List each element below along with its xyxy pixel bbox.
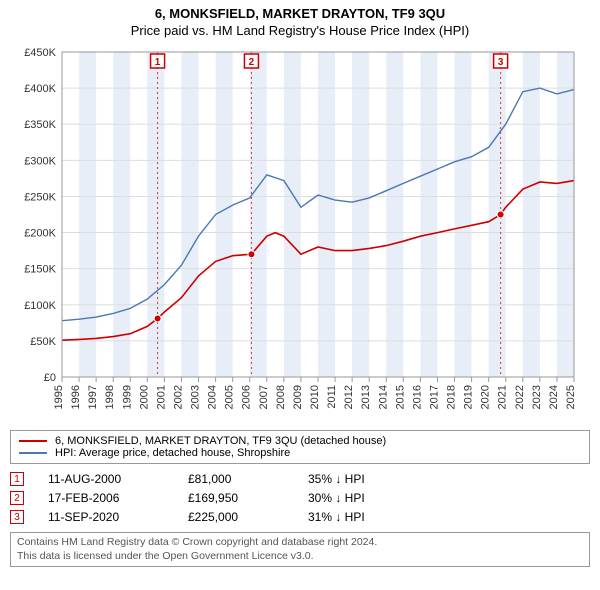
legend-swatch <box>19 452 47 454</box>
svg-text:2021: 2021 <box>497 385 509 409</box>
page-subtitle: Price paid vs. HM Land Registry's House … <box>10 23 590 38</box>
svg-text:£250K: £250K <box>24 191 56 203</box>
svg-text:2019: 2019 <box>463 385 475 409</box>
svg-text:2024: 2024 <box>548 385 560 409</box>
svg-text:2001: 2001 <box>155 385 167 409</box>
svg-text:£300K: £300K <box>24 155 56 167</box>
svg-text:2011: 2011 <box>326 385 338 409</box>
svg-text:2009: 2009 <box>292 385 304 409</box>
svg-text:1997: 1997 <box>87 385 99 409</box>
transaction-diff: 30% ↓ HPI <box>308 491 365 505</box>
svg-text:2013: 2013 <box>360 385 372 409</box>
svg-text:1996: 1996 <box>70 385 82 409</box>
transaction-row: 3 11-SEP-2020£225,00031% ↓ HPI <box>10 510 590 524</box>
svg-text:2010: 2010 <box>309 385 321 409</box>
legend-label: HPI: Average price, detached house, Shro… <box>55 447 290 459</box>
svg-text:2007: 2007 <box>258 385 270 409</box>
svg-text:2018: 2018 <box>446 385 458 409</box>
transaction-marker: 1 <box>10 472 24 486</box>
svg-text:1998: 1998 <box>104 385 116 409</box>
footer-line-2: This data is licensed under the Open Gov… <box>17 550 583 564</box>
svg-text:2006: 2006 <box>241 385 253 409</box>
svg-text:1995: 1995 <box>53 385 65 409</box>
transaction-diff: 31% ↓ HPI <box>308 510 365 524</box>
svg-text:2004: 2004 <box>207 385 219 409</box>
transaction-date: 17-FEB-2006 <box>48 491 188 505</box>
svg-text:2002: 2002 <box>172 385 184 409</box>
svg-text:£200K: £200K <box>24 228 56 240</box>
transaction-date: 11-AUG-2000 <box>48 472 188 486</box>
svg-text:2008: 2008 <box>275 385 287 409</box>
attribution-footer: Contains HM Land Registry data © Crown c… <box>10 532 590 567</box>
svg-text:1: 1 <box>155 57 161 68</box>
legend-item: HPI: Average price, detached house, Shro… <box>19 447 581 459</box>
svg-text:1999: 1999 <box>121 385 133 409</box>
transaction-diff: 35% ↓ HPI <box>308 472 365 486</box>
transaction-price: £81,000 <box>188 472 308 486</box>
transaction-list: 1 11-AUG-2000£81,00035% ↓ HPI 2 17-FEB-2006… <box>10 472 590 524</box>
svg-text:3: 3 <box>498 57 504 68</box>
price-chart: £0 £50K £100K £150K £200K £250K £300K £350K £400… <box>10 44 590 424</box>
transaction-date: 11-SEP-2020 <box>48 510 188 524</box>
svg-text:2000: 2000 <box>138 385 150 409</box>
svg-text:£0: £0 <box>44 372 56 384</box>
svg-text:2003: 2003 <box>190 385 202 409</box>
svg-text:2020: 2020 <box>480 385 492 409</box>
svg-text:2012: 2012 <box>343 385 355 409</box>
svg-text:2025: 2025 <box>565 385 577 409</box>
svg-text:2: 2 <box>249 57 255 68</box>
svg-text:2022: 2022 <box>514 385 526 409</box>
svg-text:£50K: £50K <box>30 336 56 348</box>
svg-text:2023: 2023 <box>531 385 543 409</box>
svg-text:£100K: £100K <box>24 300 56 312</box>
chart-container: £0 £50K £100K £150K £200K £250K £300K £350K £400… <box>10 44 590 424</box>
transaction-price: £225,000 <box>188 510 308 524</box>
transaction-marker: 3 <box>10 510 24 524</box>
transaction-price: £169,950 <box>188 491 308 505</box>
svg-text:£400K: £400K <box>24 83 56 95</box>
chart-header: 6, MONKSFIELD, MARKET DRAYTON, TF9 3QU P… <box>10 6 590 38</box>
svg-text:2015: 2015 <box>394 385 406 409</box>
footer-line-1: Contains HM Land Registry data © Crown c… <box>17 536 583 550</box>
page-title: 6, MONKSFIELD, MARKET DRAYTON, TF9 3QU <box>10 6 590 21</box>
legend: 6, MONKSFIELD, MARKET DRAYTON, TF9 3QU (… <box>10 430 590 464</box>
svg-text:£350K: £350K <box>24 119 56 131</box>
svg-text:2017: 2017 <box>428 385 440 409</box>
svg-text:£150K: £150K <box>24 264 56 276</box>
svg-text:£450K: £450K <box>24 47 56 59</box>
svg-text:2014: 2014 <box>377 385 389 409</box>
svg-text:2016: 2016 <box>411 385 423 409</box>
transaction-marker: 2 <box>10 491 24 505</box>
svg-text:2005: 2005 <box>224 385 236 409</box>
transaction-row: 2 17-FEB-2006£169,95030% ↓ HPI <box>10 491 590 505</box>
legend-label: 6, MONKSFIELD, MARKET DRAYTON, TF9 3QU (… <box>55 435 386 447</box>
legend-item: 6, MONKSFIELD, MARKET DRAYTON, TF9 3QU (… <box>19 435 581 447</box>
transaction-row: 1 11-AUG-2000£81,00035% ↓ HPI <box>10 472 590 486</box>
legend-swatch <box>19 440 47 442</box>
